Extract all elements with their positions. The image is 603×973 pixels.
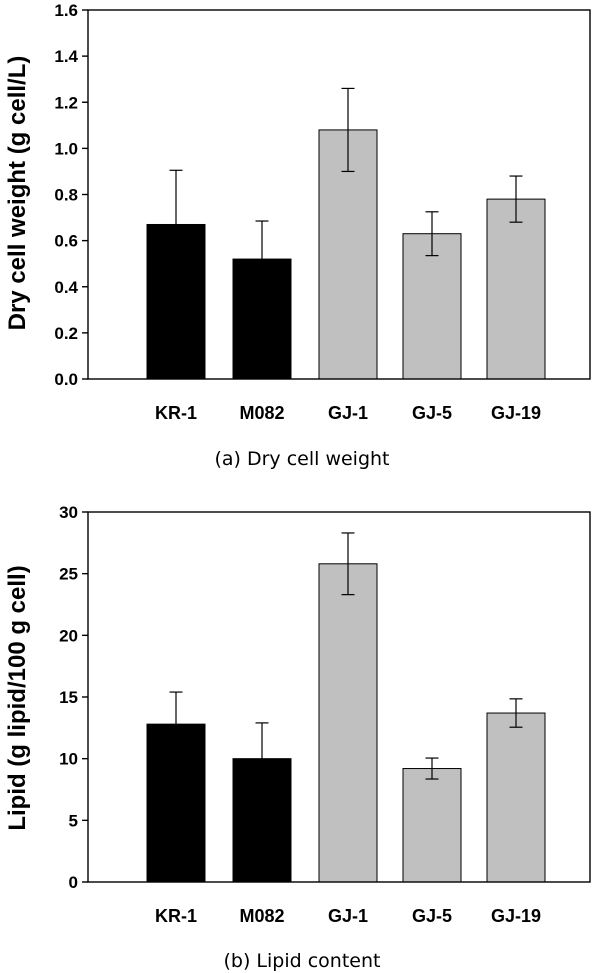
category-label: M082 [239,906,284,926]
y-tick-label: 0.4 [54,278,78,297]
plot-frame [87,9,591,380]
category-label: GJ-19 [491,403,541,423]
y-tick-label: 30 [59,503,78,522]
y-tick-label: 1.2 [54,93,78,112]
error-bar-kr-1 [169,169,183,225]
bar-m082 [232,758,292,883]
bar-gj-19 [486,712,546,883]
y-tick-label: 20 [59,626,78,645]
y-tick-label: 0.0 [54,370,78,389]
y-tick-label: 0.8 [54,186,78,205]
y-tick-label: 1.6 [54,1,78,20]
bars [146,129,546,380]
error-bar-gj-1 [341,87,355,173]
y-tick-label: 10 [59,750,78,769]
error-bar-gj-1 [341,532,355,596]
y-tick-label: 0.2 [54,324,78,343]
category-label: GJ-1 [328,906,368,926]
category-label: KR-1 [155,906,197,926]
error-bars [169,87,523,260]
y-tick-labels: 0.0 0.2 0.4 0.6 0.8 1.0 1.2 1.4 1.6 [54,1,88,389]
y-tick-label: 1.0 [54,139,78,158]
y-axis-label: Dry cell weight (g cell/L) [4,56,31,331]
error-bar-m082 [255,220,269,260]
plot-frame [87,511,591,883]
y-tick-label: 15 [59,688,78,707]
y-tick-label: 0 [69,873,78,892]
bars [146,563,546,883]
category-label: M082 [239,403,284,423]
category-labels: KR-1 M082 GJ-1 GJ-5 GJ-19 [155,906,541,926]
bar-kr-1 [146,723,206,883]
y-tick-label: 0.6 [54,232,78,251]
bar-gj-5 [402,768,462,883]
bar-kr-1 [146,223,206,380]
error-bar-gj-19 [509,175,523,223]
error-bar-gj-19 [509,698,523,728]
y-tick-label: 5 [69,811,78,830]
bar-gj-1 [318,563,378,883]
caption: (b) Lipid content [224,950,381,972]
error-bar-gj-5 [425,757,439,780]
category-label: GJ-19 [491,906,541,926]
error-bar-m082 [255,722,269,759]
error-bar-gj-5 [425,211,439,257]
bar-m082 [232,258,292,380]
y-axis-label: Lipid (g lipid/100 g cell) [4,565,31,830]
y-tick-labels: 0 5 10 15 20 25 30 [59,503,88,892]
category-label: GJ-1 [328,403,368,423]
y-tick-label: 1.4 [54,47,78,66]
panel-lipid-content: Lipid (g lipid/100 g cell) 051015202530 … [4,503,591,972]
category-label: GJ-5 [412,403,452,423]
category-label: GJ-5 [412,906,452,926]
category-labels: KR-1 M082 GJ-1 GJ-5 GJ-19 [155,403,541,423]
caption: (a) Dry cell weight [214,448,389,470]
error-bar-kr-1 [169,691,183,725]
category-label: KR-1 [155,403,197,423]
error-bars [169,532,523,780]
panel-dry-cell-weight: Dry cell weight (g cell/L) 0.00.20.40.60… [4,1,591,470]
bar-gj-19 [486,198,546,380]
y-tick-label: 25 [59,565,78,584]
